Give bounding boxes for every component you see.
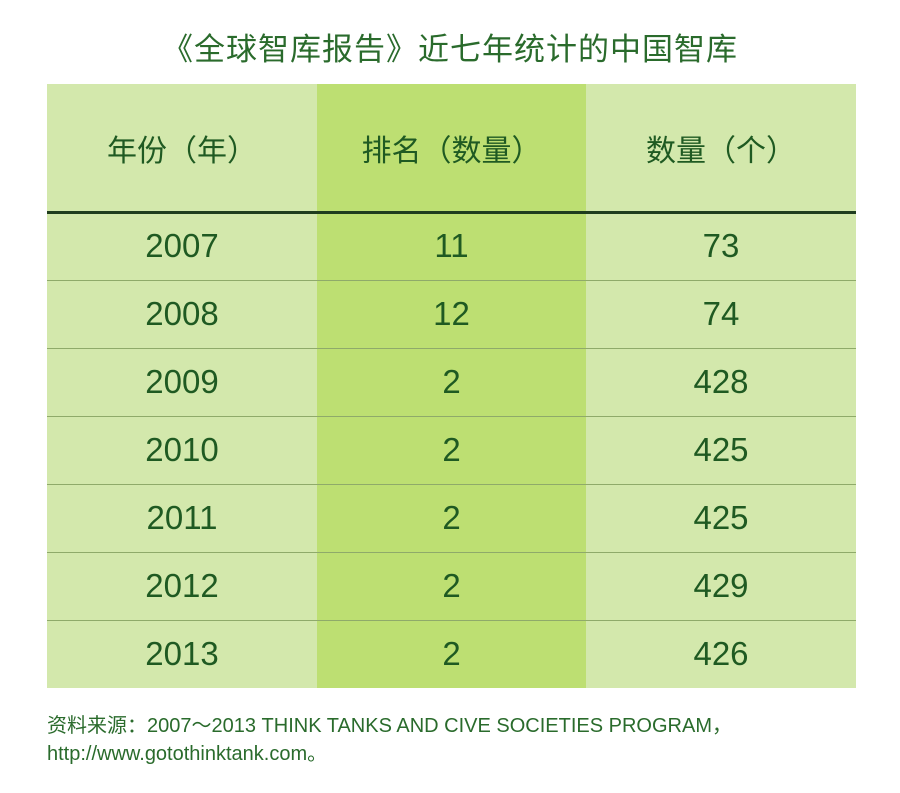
header-count: 数量（个） <box>646 134 796 169</box>
row-divider <box>47 484 856 485</box>
cell-year: 2007 <box>145 227 219 264</box>
row-divider <box>47 280 856 281</box>
cell-count: 74 <box>702 295 740 332</box>
cell-count: 429 <box>693 567 749 604</box>
row-divider <box>47 416 856 417</box>
cell-year: 2013 <box>145 635 219 672</box>
column-year <box>47 84 317 688</box>
source-line-2: http://www.gotothinktank.com。 <box>47 743 328 765</box>
header-rank: 排名（数量） <box>361 134 542 169</box>
data-table: 年份（年） 排名（数量） 数量（个） 2007 11 73 2008 12 74 2009 2 428… <box>47 84 856 688</box>
cell-rank: 2 <box>442 635 461 672</box>
cell-rank: 2 <box>442 499 461 536</box>
column-count <box>586 84 856 688</box>
column-rank <box>317 84 586 688</box>
cell-count: 425 <box>693 499 749 536</box>
row-divider <box>47 348 856 349</box>
cell-count: 425 <box>693 431 749 468</box>
cell-year: 2009 <box>145 363 219 400</box>
source-note: 资料来源：2007～2013 THINK TANKS AND CIVE SOCI… <box>47 712 877 768</box>
chart-title: 《全球智库报告》近七年统计的中国智库 <box>162 32 738 68</box>
cell-rank: 2 <box>442 431 461 468</box>
row-divider <box>47 552 856 553</box>
cell-rank: 2 <box>442 363 461 400</box>
cell-year: 2010 <box>145 431 219 468</box>
cell-rank: 2 <box>442 567 461 604</box>
cell-year: 2012 <box>145 567 219 604</box>
cell-rank: 11 <box>434 227 469 264</box>
cell-rank: 12 <box>433 295 470 332</box>
cell-count: 426 <box>693 635 749 672</box>
row-divider <box>47 620 856 621</box>
header-rule <box>47 211 856 214</box>
cell-year: 2008 <box>145 295 219 332</box>
cell-year: 2011 <box>146 499 218 536</box>
cell-count: 73 <box>702 227 740 264</box>
cell-count: 428 <box>693 363 749 400</box>
source-line-1: 资料来源：2007～2013 THINK TANKS AND CIVE SOCI… <box>47 715 732 737</box>
header-year: 年份（年） <box>107 134 257 169</box>
